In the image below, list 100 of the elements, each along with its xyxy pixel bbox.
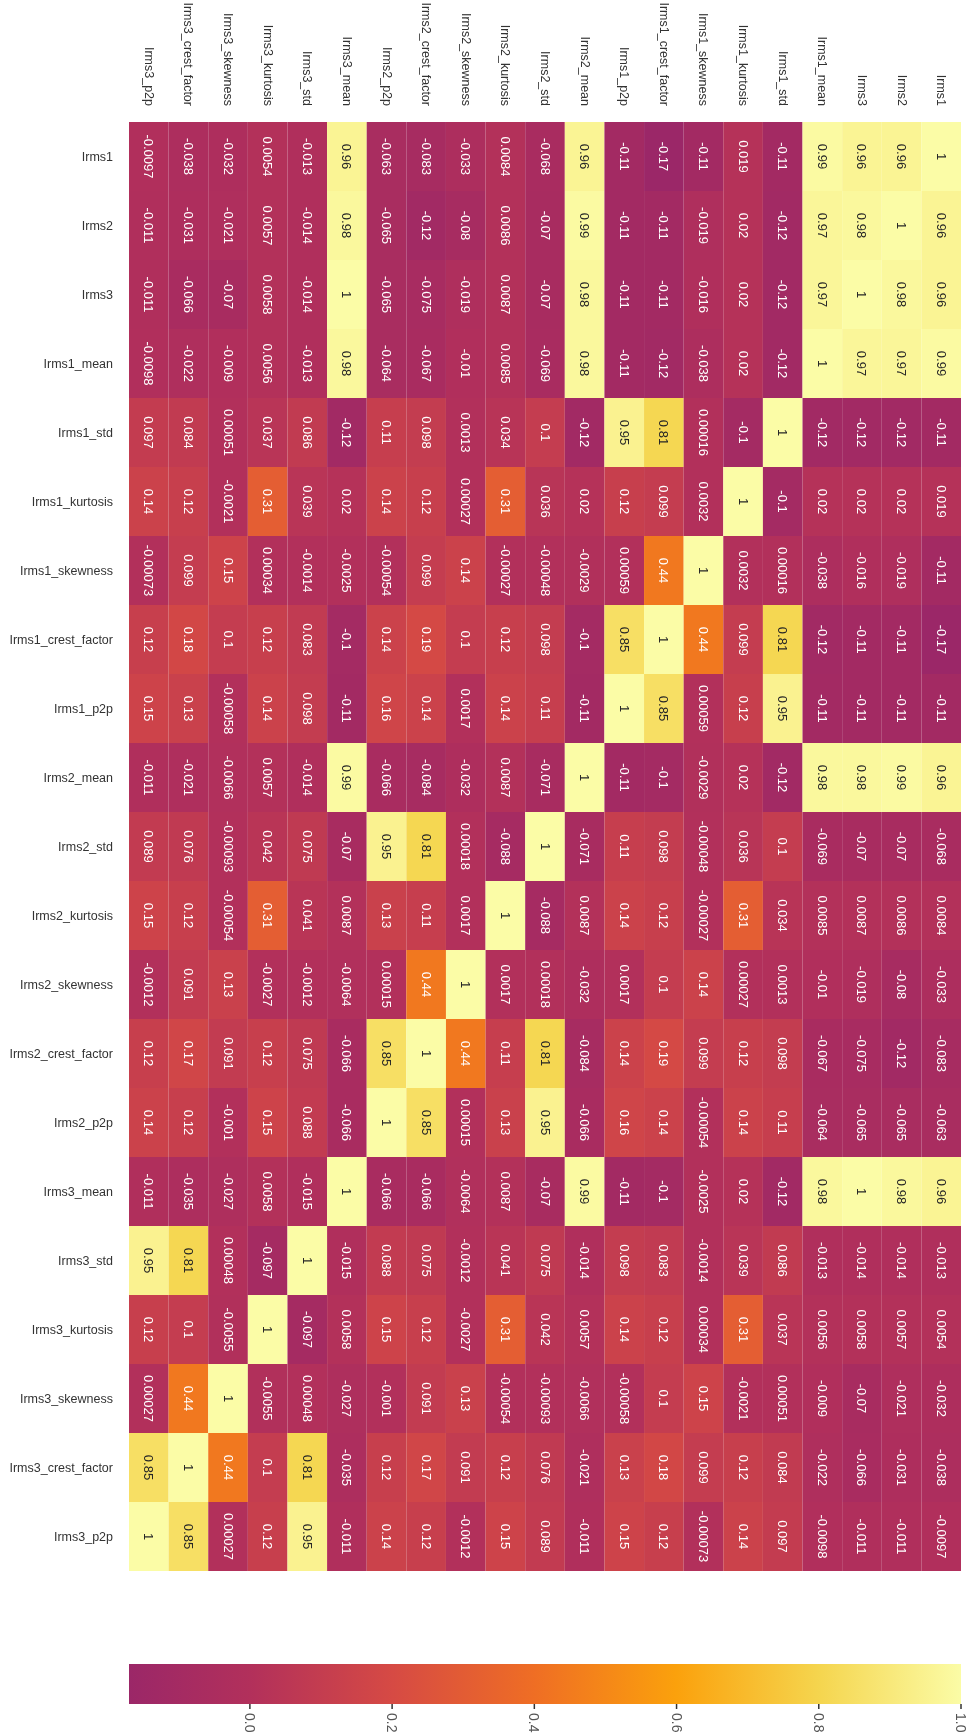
data-label: 0.12 <box>141 626 157 653</box>
y-tick-label: Irms1_kurtosis <box>31 494 113 509</box>
x-tick-label: Irms1_kurtosis <box>736 24 751 106</box>
x-tick-label: Irms1_crest_factor <box>656 2 671 106</box>
data-label: 0.042 <box>537 1313 553 1346</box>
data-label: -0.12 <box>775 279 791 310</box>
y-tick-label: Irms1_std <box>58 425 114 440</box>
data-label: 0.00059 <box>695 685 711 732</box>
data-label: -0.069 <box>537 345 553 382</box>
data-label: -0.015 <box>299 1173 315 1210</box>
data-label: 0.13 <box>497 1109 513 1136</box>
data-label: 0.98 <box>894 281 910 308</box>
data-label: -0.097 <box>260 1242 276 1279</box>
data-label: -0.12 <box>814 417 830 448</box>
data-label: -0.066 <box>577 1104 593 1141</box>
x-tick-label: Irms3_mean <box>339 36 354 107</box>
y-tick-label: Irms3_std <box>58 1253 114 1268</box>
data-label: -0.12 <box>656 348 672 379</box>
data-label: 0.44 <box>458 1040 474 1067</box>
data-label: -0.0021 <box>735 1376 751 1421</box>
data-label: -0.038 <box>814 552 830 589</box>
data-label: 0.12 <box>180 902 196 929</box>
data-label: -0.1 <box>656 766 672 789</box>
data-label: 0.12 <box>260 626 276 653</box>
data-label: 0.097 <box>775 1520 791 1553</box>
data-label: -0.011 <box>141 759 157 796</box>
data-label: 0.14 <box>695 971 711 998</box>
data-label: -0.065 <box>854 1104 870 1141</box>
data-label: 0.14 <box>141 1109 157 1136</box>
data-label: 0.088 <box>299 1106 315 1139</box>
data-label: 0.019 <box>735 140 751 173</box>
data-label: -0.0098 <box>141 341 157 386</box>
data-label: -0.0027 <box>458 1307 474 1352</box>
data-label: 0.12 <box>180 488 196 515</box>
y-tick-label: Irms2_p2p <box>53 1115 114 1130</box>
data-label: -0.0029 <box>695 755 711 800</box>
x-tick-label: Irms3_kurtosis <box>260 24 275 106</box>
x-tick-label: Irms2_skewness <box>458 12 473 106</box>
data-label: -0.0055 <box>260 1376 276 1421</box>
data-label: -0.088 <box>537 897 553 934</box>
data-label: 0.00015 <box>458 1099 474 1146</box>
data-label: -0.0066 <box>577 1376 593 1421</box>
data-label: 0.14 <box>141 488 157 515</box>
y-tick-label: Irms2_crest_factor <box>9 1046 113 1061</box>
x-tick-label: Irms1_skewness <box>696 12 711 106</box>
data-label: 0.98 <box>814 1178 830 1205</box>
data-label: 0.13 <box>379 902 395 929</box>
data-label: 0.089 <box>537 1520 553 1553</box>
data-label: 0.19 <box>418 626 434 653</box>
data-label: 0.099 <box>418 554 434 587</box>
data-label: 0.96 <box>339 143 355 170</box>
data-label: 0.039 <box>299 485 315 518</box>
data-label: 1 <box>695 566 711 575</box>
data-label: -0.12 <box>339 417 355 448</box>
data-label: -0.00054 <box>379 544 395 597</box>
x-tick-label: Irms1_std <box>775 51 790 107</box>
data-label: -0.07 <box>854 1383 870 1414</box>
data-label: 0.041 <box>299 899 315 932</box>
data-label: 0.1 <box>537 423 553 442</box>
data-label: -0.12 <box>775 762 791 793</box>
data-label: 0.11 <box>537 696 553 721</box>
data-label: -0.083 <box>418 138 434 175</box>
data-label: -0.12 <box>894 417 910 448</box>
data-label: 0.44 <box>656 557 672 584</box>
data-label: -0.1 <box>656 1180 672 1203</box>
data-label: 1 <box>814 359 830 368</box>
data-label: 0.0058 <box>260 274 276 315</box>
data-label: -0.038 <box>180 138 196 175</box>
data-label: -0.019 <box>695 207 711 244</box>
data-label: 0.00027 <box>141 1375 157 1422</box>
color-bar-label: 0.6 <box>668 1713 685 1733</box>
data-label: 0.15 <box>695 1385 711 1412</box>
data-label: 0.02 <box>735 212 751 239</box>
data-label: 0.13 <box>220 971 236 998</box>
data-label: 0.075 <box>299 830 315 863</box>
data-label: -0.064 <box>379 345 395 382</box>
data-label: -0.11 <box>616 1177 632 1206</box>
data-label: 0.85 <box>141 1454 157 1481</box>
data-label: 0.037 <box>260 416 276 449</box>
data-label: -0.066 <box>379 1173 395 1210</box>
data-label: 0.1 <box>220 630 236 649</box>
data-label: 0.31 <box>735 1316 751 1343</box>
data-label: 0.00016 <box>775 547 791 594</box>
data-label: 0.1 <box>458 630 474 649</box>
data-label: -0.11 <box>894 625 910 654</box>
data-label: -0.08 <box>458 210 474 241</box>
data-label: 0.086 <box>775 1244 791 1277</box>
data-label: 0.11 <box>497 1041 513 1066</box>
data-label: -0.0064 <box>458 1169 474 1214</box>
data-label: 0.02 <box>854 488 870 515</box>
data-label: 1 <box>458 980 474 989</box>
color-bar-label: 1.0 <box>953 1713 967 1733</box>
x-tick-label: Irms1 <box>934 74 949 107</box>
data-label: 0.44 <box>220 1454 236 1481</box>
data-label: 0.14 <box>379 488 395 515</box>
data-label: -0.032 <box>577 966 593 1003</box>
data-label: -0.0097 <box>933 1514 949 1559</box>
data-label: 0.15 <box>616 1523 632 1550</box>
data-label: 0.0086 <box>894 895 910 936</box>
data-label: 0.1 <box>180 1320 196 1339</box>
